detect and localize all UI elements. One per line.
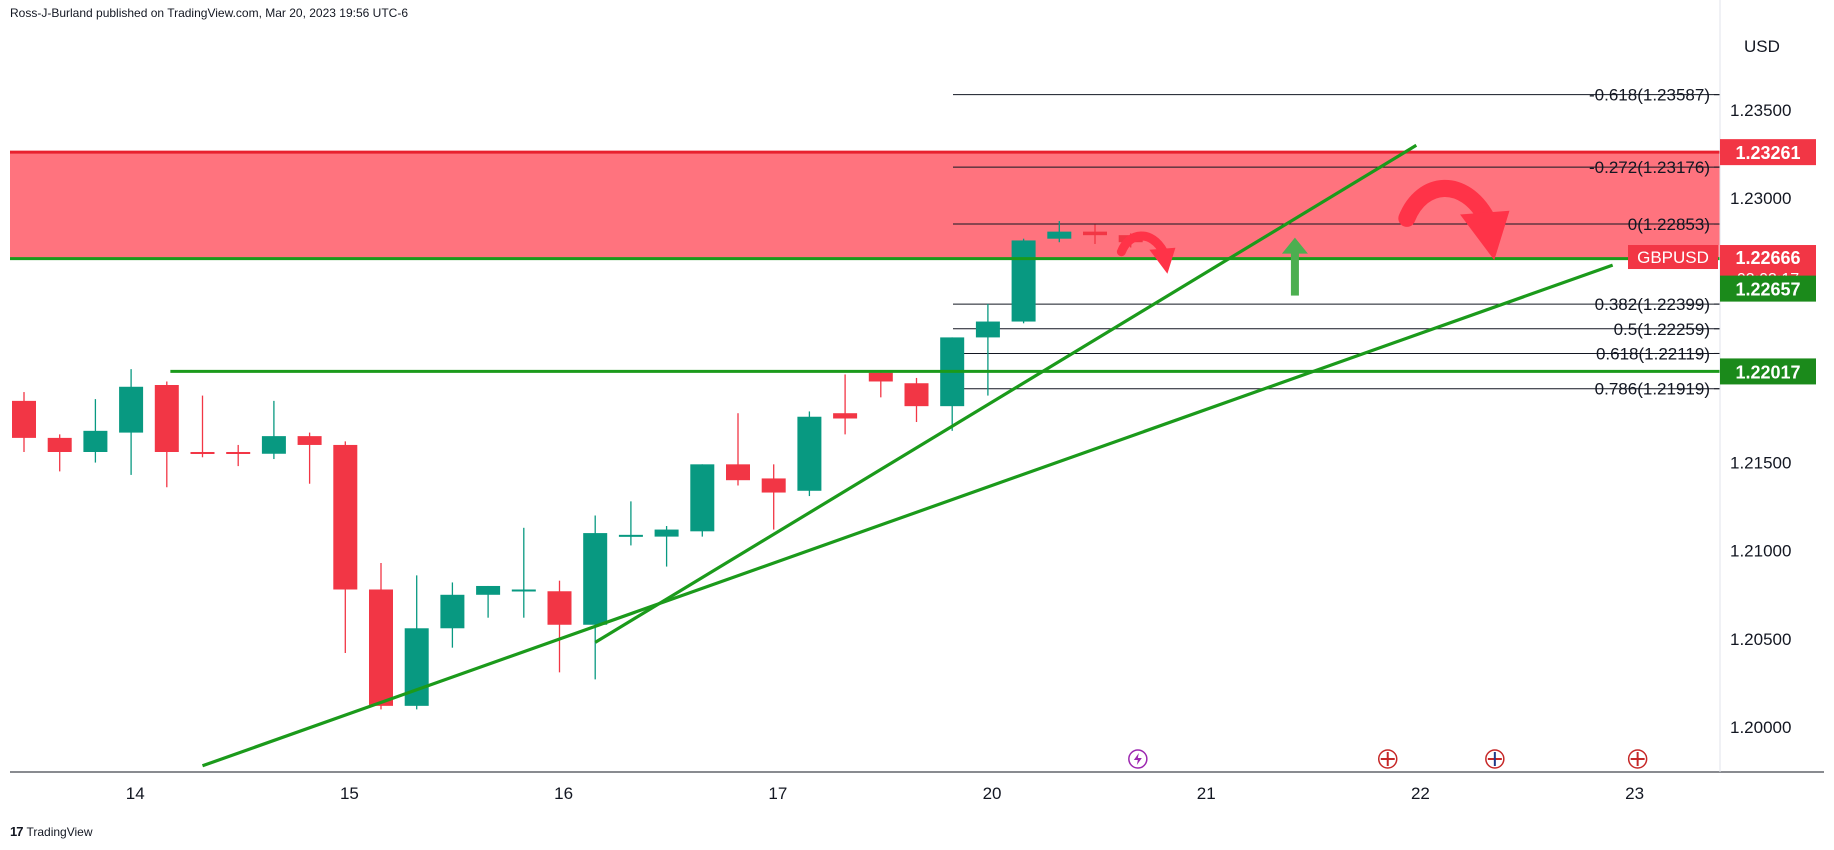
symbol-tag [1628,245,1718,270]
fib-label-3: 0.382(1.22399) [1595,295,1710,314]
price-tag-value-3: 1.22017 [1735,362,1800,382]
candle-body-14 [511,589,536,592]
green-up-arrow-icon [1281,237,1308,254]
publisher-header: Ross-J-Burland published on TradingView.… [10,6,408,20]
price-labels-layer: 1.23261GBPUSD1.2266603:03:171.226571.220… [1628,139,1816,385]
x-tick-label-2: 16 [554,784,573,803]
y-tick-label-1: 1.23000 [1730,189,1791,208]
candles-layer [12,221,1143,710]
candle-body-5 [190,451,215,454]
price-tag-value-2: 1.22657 [1735,280,1800,300]
candle-body-22 [797,416,822,491]
candle-body-4 [154,385,179,452]
x-tick-label-6: 22 [1411,784,1430,803]
price-tag-3 [1720,358,1816,385]
curved-arrow-head [1460,210,1510,261]
candle-body-10 [369,589,393,706]
fib-label-6: 0.786(1.21919) [1595,380,1710,399]
candle-body-6 [226,451,251,454]
candle-body-9 [333,444,358,590]
currency-label: USD [1744,37,1780,56]
y-tick-label-3: 1.21500 [1730,454,1791,473]
candle-body-28 [1011,240,1036,322]
fib-label-4: 0.5(1.22259) [1614,320,1710,339]
candle-body-17 [618,534,643,537]
x-tick-label-4: 20 [983,784,1002,803]
candle-body-25 [904,383,929,407]
fib-label-0: -0.618(1.23587) [1589,86,1710,105]
y-tick-label-6: 1.20000 [1730,718,1791,737]
annotations-layer [1116,179,1510,296]
price-tag-0 [1720,139,1816,166]
candle-body-2 [83,430,108,452]
candle-body-19 [690,464,715,532]
candle-body-13 [476,585,501,595]
x-tick-label-7: 23 [1625,784,1644,803]
candle-body-1 [47,437,72,452]
candle-body-3 [119,386,144,433]
green-up-arrow-shaft [1290,251,1299,296]
symbol-tag-text: GBPUSD [1637,248,1709,267]
candle-body-24 [868,372,893,382]
drawings-layer [10,143,1720,768]
price-tag-2 [1720,275,1816,302]
x-tick-label-3: 17 [768,784,787,803]
candle-body-30 [1083,231,1107,236]
resistance-zone [10,152,1720,259]
y-tick-label-5: 1.20500 [1730,630,1791,649]
tradingview-logo-icon: 17 [10,824,24,839]
lightning-bolt [1133,753,1142,765]
candle-body-29 [1047,231,1072,239]
x-tick-label-1: 15 [340,784,359,803]
candle-body-18 [654,529,679,537]
candle-body-16 [583,533,608,625]
candle-body-20 [726,464,750,481]
y-tick-label-4: 1.21000 [1730,542,1791,561]
fib-label-2: 0(1.22853) [1628,215,1710,234]
x-tick-label-5: 21 [1197,784,1216,803]
candle-body-27 [975,321,1000,338]
trendline-1 [201,263,1614,768]
x-tick-label-0: 14 [126,784,145,803]
y-tick-label-0: 1.23500 [1730,101,1791,120]
candle-body-8 [297,436,322,445]
curved-arrow-head [1149,247,1176,274]
candle-body-0 [12,400,36,438]
red-curved-arrow-down-icon-2 [1398,179,1510,261]
curved-arrow-body [1398,179,1496,227]
brand-name: TradingView [26,824,93,839]
red-curved-arrow-down-icon-0 [1116,231,1176,274]
fibonacci-layer: -0.618(1.23587) -0.272(1.23176) 0(1.22853)… [953,86,1720,399]
fib-label-5: 0.618(1.22119) [1596,344,1710,363]
candle-body-21 [761,478,786,493]
candle-body-7 [261,436,286,454]
last-price-value: 1.22666 [1735,248,1800,268]
footer-brand: 17 TradingView [10,824,93,839]
candle-body-23 [833,413,858,419]
resistance-zone-layer [10,150,1720,259]
candle-body-12 [440,594,465,629]
fib-label-1: -0.272(1.23176) [1589,158,1710,177]
candle-body-15 [547,591,572,625]
trendline-0 [594,143,1418,644]
price-tag-value-0: 1.23261 [1735,143,1800,163]
curved-arrow-body [1116,231,1168,257]
